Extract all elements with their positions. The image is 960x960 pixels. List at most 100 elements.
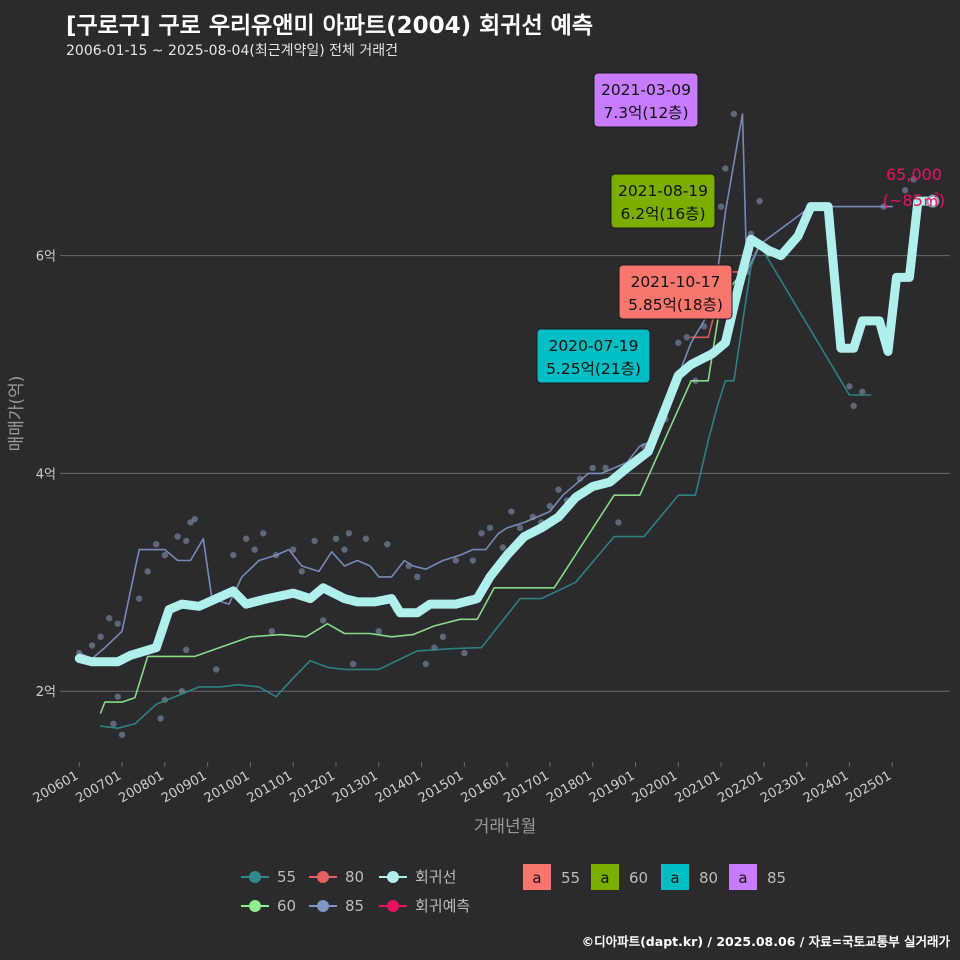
y-tick-label: 4억 bbox=[36, 467, 56, 482]
data-point bbox=[469, 557, 477, 564]
x-tick-label: 202101 bbox=[673, 768, 723, 806]
legend-key-dot bbox=[317, 871, 329, 883]
data-point bbox=[242, 535, 250, 542]
data-point bbox=[230, 551, 237, 559]
legend-key-dot bbox=[387, 871, 399, 883]
x-tick-label: 201201 bbox=[287, 768, 337, 806]
legend-box-label: 55 bbox=[561, 869, 580, 887]
x-tick-label: 201401 bbox=[373, 768, 423, 806]
x-tick-label: 202001 bbox=[630, 768, 680, 806]
source-credit: ©디아파트(dapt.kr) / 2025.08.06 / 자료=국토교통부 실… bbox=[581, 934, 950, 949]
data-point bbox=[439, 633, 447, 640]
data-point bbox=[675, 339, 682, 346]
data-point bbox=[212, 666, 220, 673]
legend-box-key bbox=[661, 864, 689, 890]
x-tick-label: 201601 bbox=[459, 768, 509, 806]
data-point bbox=[144, 568, 151, 575]
data-point bbox=[683, 334, 691, 341]
legend-box-key bbox=[523, 864, 551, 890]
data-point bbox=[478, 530, 485, 537]
data-point bbox=[516, 524, 524, 532]
legend-box-label: 80 bbox=[699, 869, 718, 887]
x-tick-label: 200801 bbox=[116, 768, 166, 806]
x-tick-label: 200701 bbox=[74, 768, 124, 806]
annotation-date: 2021-03-09 bbox=[601, 81, 691, 99]
data-point bbox=[260, 530, 267, 537]
x-tick-label: 200601 bbox=[31, 768, 81, 806]
annotation-value: 6.2억(16층) bbox=[621, 205, 706, 223]
x-tick-label: 201801 bbox=[544, 768, 594, 806]
data-point bbox=[298, 568, 305, 575]
data-point bbox=[183, 646, 190, 654]
data-point bbox=[589, 464, 596, 472]
data-point bbox=[546, 502, 554, 510]
data-point bbox=[153, 540, 160, 548]
data-point bbox=[114, 693, 121, 700]
annotation-value: 5.85억(18층) bbox=[628, 296, 723, 314]
data-point bbox=[97, 633, 104, 640]
data-point bbox=[615, 519, 622, 526]
data-point bbox=[422, 660, 430, 668]
x-axis-title: 거래년월 bbox=[474, 817, 537, 837]
annotation-value: 5.25억(21층) bbox=[546, 360, 641, 378]
x-tick-label: 201701 bbox=[501, 768, 551, 806]
data-point bbox=[311, 537, 318, 545]
legend-box-glyph: a bbox=[670, 869, 679, 887]
legend-box-key bbox=[591, 864, 619, 890]
x-tick-label: 202401 bbox=[801, 768, 851, 806]
annotation-date: 2021-08-19 bbox=[618, 182, 708, 200]
data-point bbox=[486, 524, 494, 532]
annotation-box bbox=[610, 173, 716, 229]
x-tick-label: 201301 bbox=[330, 768, 380, 806]
data-point bbox=[157, 715, 164, 722]
legend-key-dot bbox=[317, 900, 329, 912]
data-point bbox=[362, 535, 370, 542]
chart-subtitle: 2006-01-15 ~ 2025-08-04(최근계약일) 전체 거래건 bbox=[66, 43, 398, 59]
annotation-value: 7.3억(12층) bbox=[604, 104, 689, 122]
x-tick-label: 200901 bbox=[159, 768, 209, 806]
legend-label: 80 bbox=[345, 868, 364, 886]
data-point bbox=[345, 530, 353, 537]
data-point bbox=[106, 615, 113, 622]
data-point bbox=[461, 649, 468, 657]
data-point bbox=[576, 475, 584, 483]
x-tick-label: 201101 bbox=[245, 768, 295, 806]
legend-box-glyph: a bbox=[600, 869, 609, 887]
x-tick-label: 201001 bbox=[202, 768, 252, 806]
data-point bbox=[499, 544, 507, 551]
legend-label: 85 bbox=[345, 897, 364, 915]
data-point bbox=[174, 533, 181, 540]
data-point bbox=[114, 620, 121, 627]
legend-box-label: 85 bbox=[767, 869, 786, 887]
series-line-55 bbox=[99, 243, 872, 729]
annotation-box bbox=[593, 72, 699, 128]
data-point bbox=[602, 464, 609, 472]
forecast-price-label: 65,000 bbox=[886, 165, 942, 184]
legend-label: 회귀예측 bbox=[415, 897, 470, 915]
y-tick-label: 6억 bbox=[36, 250, 56, 265]
y-tick-label: 2억 bbox=[36, 685, 56, 700]
chart-title: [구로구] 구로 우리유앤미 아파트(2004) 회귀선 예측 bbox=[66, 13, 593, 39]
data-point bbox=[859, 388, 866, 395]
annotation-box bbox=[618, 264, 733, 320]
data-point bbox=[375, 628, 382, 635]
data-point bbox=[110, 720, 117, 728]
y-axis-title: 매매가(억) bbox=[7, 376, 27, 452]
data-point bbox=[319, 617, 327, 624]
annotation-date: 2021-10-17 bbox=[630, 273, 720, 291]
x-tick-label: 202201 bbox=[715, 768, 765, 806]
annotation-date: 2020-07-19 bbox=[548, 337, 638, 355]
data-point bbox=[341, 546, 348, 553]
legend-label: 60 bbox=[277, 897, 296, 915]
data-point bbox=[508, 508, 515, 515]
legend-box-glyph: a bbox=[738, 869, 747, 887]
data-point bbox=[756, 197, 763, 205]
data-point bbox=[183, 537, 190, 545]
data-point bbox=[722, 165, 729, 172]
data-point bbox=[88, 642, 96, 649]
legend-label: 55 bbox=[277, 868, 296, 886]
legend-key-dot bbox=[249, 871, 261, 883]
data-point bbox=[555, 486, 562, 493]
annotation-box bbox=[536, 328, 651, 384]
